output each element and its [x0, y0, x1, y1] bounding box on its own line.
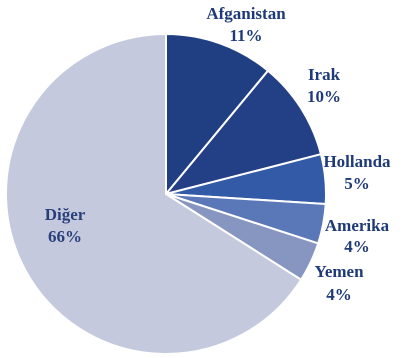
slice-label-yemen: Yemen — [314, 262, 364, 281]
pie-slice-di-er — [5, 32, 303, 355]
slice-label-diger: Diğer — [45, 205, 86, 224]
slice-value-hollanda: 5% — [344, 174, 370, 193]
pie-slice-afganistan — [165, 32, 270, 197]
pie-slices — [5, 32, 327, 355]
slice-label-irak: Irak — [308, 65, 341, 84]
slice-value-yemen: 4% — [326, 285, 352, 304]
slice-value-diger: 66% — [48, 227, 82, 246]
slice-value-amerika: 4% — [344, 237, 370, 256]
slice-label-afganistan: Afganistan — [206, 4, 286, 23]
slice-value-irak: 10% — [307, 87, 341, 106]
pie-labels: Afganistan 11% Irak 10% Hollanda 5% Amer… — [45, 4, 391, 304]
slice-value-afganistan: 11% — [229, 26, 262, 45]
slice-label-amerika: Amerika — [325, 216, 390, 235]
slice-label-hollanda: Hollanda — [323, 152, 391, 171]
